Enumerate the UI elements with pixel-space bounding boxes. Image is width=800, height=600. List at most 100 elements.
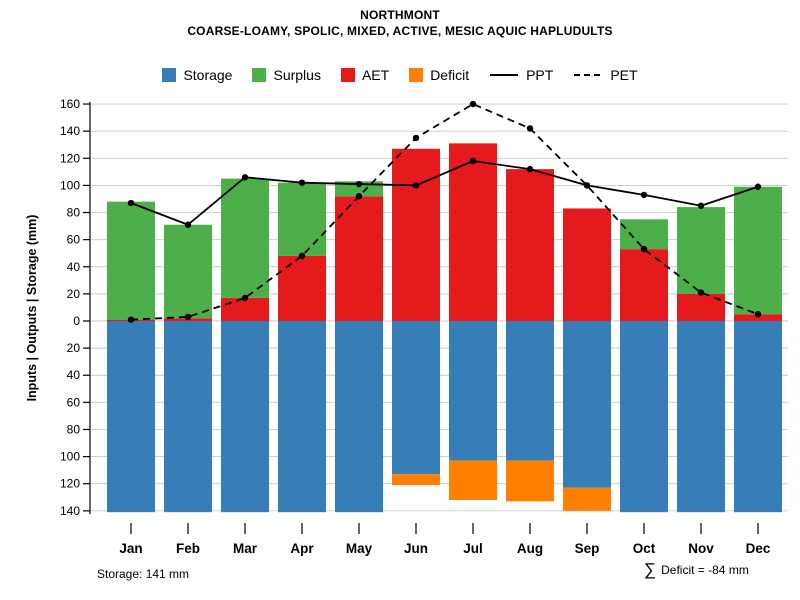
y-tick-label: 80 [67, 422, 81, 436]
chart-subtitle: COARSE-LOAMY, SPOLIC, MIXED, ACTIVE, MES… [187, 24, 613, 38]
storage-bar-sep [563, 321, 611, 488]
aet-bar-jun [392, 148, 440, 321]
surplus-bar-feb [164, 224, 212, 319]
ppt-marker-feb [184, 221, 192, 228]
month-label: Dec [746, 541, 771, 556]
deficit-bar-jul [449, 460, 497, 500]
month-label: Nov [688, 541, 714, 556]
storage-bar-oct [620, 321, 668, 513]
pet-marker-aug [526, 125, 534, 132]
pet-marker-jan [127, 316, 135, 323]
aet-bar-dec [734, 314, 782, 321]
plot-group: 160 140 120 100 80 60 40 20 0 20 40 60 80 100 120 140 Ja… [60, 97, 788, 556]
y-tick-label: 120 [60, 477, 80, 491]
ppt-marker-apr [298, 179, 306, 186]
pet-marker-apr [298, 252, 306, 260]
legend-item-ppt: PPT [489, 67, 553, 83]
pet-marker-may [355, 193, 363, 200]
month-label: Sep [575, 541, 600, 556]
aet-bar-jul [449, 143, 497, 321]
legend-label-ppt: PPT [526, 67, 554, 83]
storage-bar-jan [107, 321, 155, 513]
legend-item-deficit: Deficit [409, 67, 469, 83]
legend-label-surplus: Surplus [273, 67, 321, 83]
y-tick-label: 140 [60, 124, 80, 138]
ppt-marker-may [355, 180, 363, 188]
deficit-bar-aug [506, 460, 554, 502]
pet-marker-feb [184, 313, 192, 321]
ppt-marker-oct [640, 191, 648, 199]
month-label: Jun [404, 541, 428, 556]
deficit-bar-sep [563, 487, 611, 511]
y-tick-label: 40 [67, 260, 81, 274]
y-tick-label: 60 [67, 233, 81, 247]
aet-bar-nov [677, 293, 725, 321]
aet-bar-may [335, 196, 383, 321]
legend-label-pet: PET [610, 67, 638, 83]
surplus-bar-apr [278, 182, 326, 256]
sigma-symbol: ∑ [644, 560, 657, 579]
storage-bar-dec [734, 321, 782, 513]
month-label: Mar [233, 541, 258, 556]
month-label: May [346, 541, 373, 556]
ppt-marker-nov [697, 202, 705, 209]
ppt-marker-jun [412, 182, 420, 189]
deficit-note: ∑ Deficit = -84 mm [644, 561, 749, 578]
ppt-marker-aug [526, 165, 534, 173]
ppt-marker-sep [583, 182, 591, 189]
y-tick-label: 20 [67, 287, 81, 301]
pet-marker-mar [241, 294, 249, 302]
month-label: Feb [176, 541, 200, 556]
y-tick-label: 100 [60, 450, 80, 464]
aet-bar-mar [221, 297, 269, 321]
legend-item-storage: Storage [162, 67, 232, 83]
aet-bar-apr [278, 255, 326, 321]
y-tick-label: 0 [73, 314, 80, 328]
pet-marker-nov [697, 289, 705, 296]
aet-bar-sep [563, 208, 611, 321]
aet-swatch-icon [340, 68, 355, 82]
legend-item-aet: AET [340, 67, 390, 83]
ppt-marker-jan [127, 199, 135, 207]
month-label: Jan [119, 541, 142, 556]
month-label: Oct [633, 541, 656, 556]
legend-label-storage: Storage [183, 67, 233, 83]
pet-marker-jul [469, 100, 477, 108]
month-label: Jul [463, 541, 483, 556]
storage-swatch-icon [162, 68, 177, 82]
aet-bar-aug [506, 169, 554, 321]
surplus-bar-dec [734, 186, 782, 315]
surplus-bar-mar [221, 178, 269, 298]
storage-bar-apr [278, 321, 326, 513]
storage-bar-jul [449, 321, 497, 461]
y-tick-label: 160 [60, 97, 80, 111]
pet-line [130, 103, 759, 321]
chart-legend: Storage Surplus AET Deficit PPT PET [0, 64, 800, 86]
deficit-swatch-icon [409, 68, 424, 82]
surplus-bar-jan [107, 201, 155, 320]
y-tick-label: 40 [67, 368, 81, 382]
deficit-note-text: Deficit = -84 mm [661, 562, 749, 577]
storage-bar-mar [221, 321, 269, 513]
legend-label-aet: AET [361, 67, 390, 83]
month-label: Apr [290, 541, 314, 556]
y-tick-label: 20 [67, 341, 81, 355]
ppt-marker-mar [241, 174, 249, 181]
y-tick-label: 120 [60, 151, 80, 165]
storage-bar-aug [506, 321, 554, 461]
y-tick-label: 80 [67, 206, 81, 220]
pet-marker-oct [640, 245, 648, 253]
ppt-line-icon [490, 74, 519, 76]
y-axis-title: Inputs | Outputs | Storage (mm) [25, 215, 39, 402]
ppt-line [130, 160, 759, 226]
pet-line-icon [574, 74, 603, 76]
pet-marker-jun [412, 134, 420, 142]
aet-bar-oct [620, 249, 668, 321]
storage-bar-feb [164, 321, 212, 513]
storage-note: Storage: 141 mm [97, 567, 190, 581]
y-tick-label: 140 [60, 504, 80, 518]
ppt-marker-dec [754, 183, 762, 190]
plot-area: Inputs | Outputs | Storage (mm) 160 140 12… [25, 97, 788, 556]
chart-title: NORTHMONT [360, 8, 440, 22]
